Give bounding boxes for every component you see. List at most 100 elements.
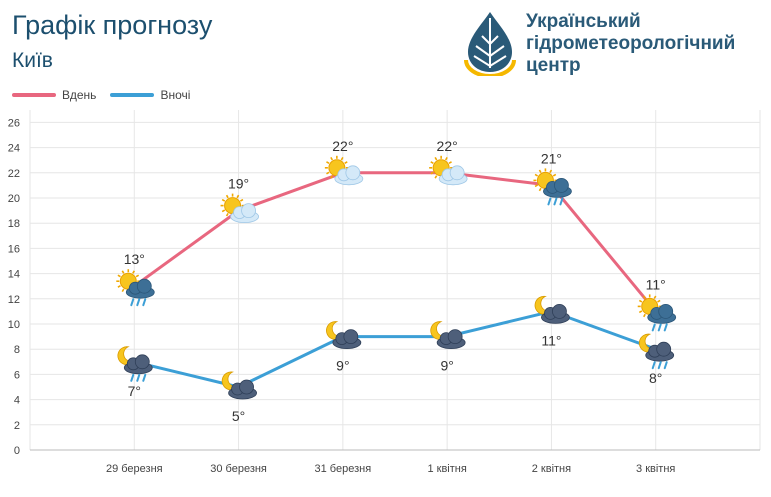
moon-cloud-rain-icon (117, 346, 153, 382)
sun-cloud-icon (220, 193, 259, 224)
sun-ray (132, 270, 135, 274)
rain-drop (657, 323, 662, 332)
sun-ray (225, 194, 229, 199)
rain-drop (136, 373, 141, 382)
rain-drop (553, 197, 558, 206)
data-label: 11° (646, 276, 666, 292)
x-tick-label: 1 квітня (427, 463, 466, 475)
x-tick-label: 29 березня (106, 463, 163, 475)
rain-drop (136, 298, 141, 307)
rain-drop (130, 298, 135, 307)
legend-label-night: Вночі (160, 88, 191, 102)
cloud-part (136, 278, 152, 294)
y-tick-label: 22 (8, 168, 20, 180)
sun-ray (221, 209, 226, 213)
y-tick-label: 26 (8, 117, 20, 129)
rain-drop (657, 361, 662, 370)
logo-text: Український гідрометеорологічний центр (526, 11, 736, 76)
city-name: Київ (12, 49, 53, 72)
sun-ray (121, 288, 125, 292)
page-title: Графік прогнозу (12, 10, 213, 40)
legend-item-day[interactable]: Вдень (12, 88, 96, 102)
sun-ray (344, 161, 348, 164)
sun-ray (549, 169, 553, 174)
rain-drop (663, 323, 668, 332)
cloud-part (345, 165, 361, 181)
moon-cloud-rain-icon (638, 333, 675, 370)
y-tick-label: 4 (14, 395, 20, 407)
sun-ray (121, 270, 125, 274)
cloud-part (343, 329, 359, 345)
x-tick-label: 3 квітня (636, 463, 675, 475)
chart-legend: Вдень Вночі (12, 86, 204, 104)
data-label: 22° (332, 138, 353, 154)
uhmc-logo: Український гідрометеорологічний центр (460, 10, 760, 80)
sun-ray (135, 274, 140, 278)
sun-ray (430, 171, 434, 175)
moon-cloud-icon (326, 321, 362, 350)
sun-ray (330, 157, 334, 161)
cloud-part (134, 354, 150, 370)
sun-ray (326, 171, 330, 175)
legend-swatch-night (110, 93, 155, 97)
sun-ray (538, 187, 542, 192)
rain-drop (559, 197, 564, 206)
legend-swatch-day (12, 93, 56, 97)
sun-ray (117, 285, 121, 288)
y-tick-label: 16 (8, 243, 20, 255)
sun-ray (239, 198, 244, 202)
sun-ray (448, 161, 452, 164)
sun-ray (330, 175, 334, 179)
data-label: 19° (228, 176, 249, 192)
data-label: 7° (128, 383, 141, 399)
sun-ray (657, 299, 661, 303)
water-drop-sun-logo-icon (464, 12, 516, 76)
x-tick-label: 2 квітня (532, 463, 571, 475)
sun-ray (552, 173, 557, 177)
sun-ray (538, 169, 542, 174)
sun-ray (434, 157, 438, 161)
sun-ray (534, 173, 539, 177)
y-tick-label: 0 (14, 445, 20, 457)
y-tick-label: 18 (8, 218, 20, 230)
sun-ray (340, 157, 344, 161)
legend-label-day: Вдень (62, 88, 97, 102)
sun-ray (638, 310, 643, 314)
sun-ray (326, 161, 330, 164)
x-tick-label: 30 березня (210, 463, 267, 475)
y-tick-label: 6 (14, 369, 20, 381)
cloud-part (239, 379, 254, 395)
moon-cloud-icon (430, 321, 466, 350)
sun-cloud-rain-icon (116, 269, 155, 307)
sun-cloud-icon (324, 155, 364, 186)
data-label: 21° (541, 150, 562, 166)
legend-item-night[interactable]: Вночі (110, 88, 190, 102)
rain-drop (142, 298, 147, 307)
sun-ray (236, 194, 240, 199)
sun-ray (225, 212, 229, 217)
cloud-part (241, 203, 256, 219)
y-tick-label: 24 (8, 143, 20, 155)
y-tick-label: 14 (8, 269, 20, 281)
rain-drop (142, 373, 147, 382)
y-tick-label: 2 (14, 420, 20, 432)
cloud-part (552, 303, 567, 319)
sun-cloud-icon (429, 155, 468, 186)
sun-ray (643, 313, 646, 318)
y-tick-label: 20 (8, 193, 20, 205)
y-tick-label: 10 (8, 319, 20, 331)
sun-ray (643, 295, 646, 300)
sun-ray (117, 274, 121, 278)
moon-cloud-icon (221, 371, 257, 400)
sun-ray (534, 184, 539, 188)
rain-drop (130, 373, 135, 382)
sun-ray (653, 295, 657, 300)
sun-cloud-rain-icon (637, 294, 677, 332)
cloud-part (447, 329, 463, 345)
sun-ray (221, 198, 226, 202)
cloud-part (554, 177, 569, 193)
cloud-part (449, 165, 465, 181)
sun-ray (444, 157, 448, 161)
line-series-day (133, 171, 657, 313)
